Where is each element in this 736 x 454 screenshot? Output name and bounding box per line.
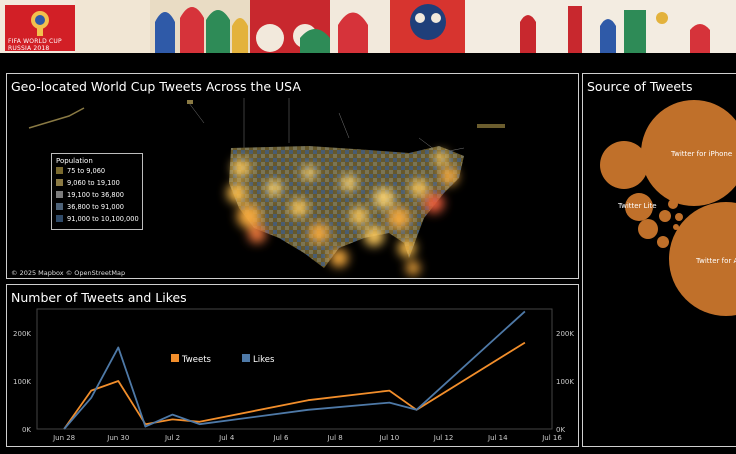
y-tick-label-right: 0K — [556, 426, 565, 434]
logo-line-2: RUSSIA 2018 — [8, 45, 50, 52]
y-tick-label-right: 100K — [556, 378, 574, 386]
bubble-small[interactable] — [673, 224, 679, 230]
legend-label: 36,800 to 91,000 — [67, 203, 124, 211]
bubble-label-android: Twitter for A — [695, 257, 736, 265]
banner-artwork — [75, 0, 736, 53]
y-axis-right: 0K 100K 200K — [556, 330, 574, 434]
logo-line-1: FIFA WORLD CUP — [8, 38, 62, 45]
x-tick-label: Jul 10 — [379, 434, 400, 442]
state-borders — [188, 98, 465, 154]
bubble-small[interactable] — [657, 236, 669, 248]
usa-landmass — [229, 146, 464, 268]
map-panel-title: Geo-located World Cup Tweets Across the … — [11, 79, 301, 94]
legend-swatch — [56, 167, 63, 174]
x-tick-label: Jul 14 — [487, 434, 508, 442]
y-tick-label-left: 200K — [13, 330, 31, 338]
y-tick-label-left: 100K — [13, 378, 31, 386]
series-line-likes[interactable] — [63, 310, 526, 430]
chart-legend: Tweets Likes — [171, 354, 275, 365]
legend-label: 91,000 to 10,100,000 — [67, 215, 139, 223]
x-tick-label: Jul 6 — [272, 434, 289, 442]
x-tick-label: Jul 16 — [541, 434, 562, 442]
population-legend: Population 75 to 9,060 9,060 to 19,100 1… — [51, 153, 143, 230]
line-chart-title: Number of Tweets and Likes — [11, 290, 187, 305]
legend-label-tweets: Tweets — [181, 355, 212, 365]
bubble-android[interactable] — [669, 202, 736, 316]
bubble-small[interactable] — [675, 213, 683, 221]
legend-label: 75 to 9,060 — [67, 167, 106, 175]
world-cup-logo: FIFA WORLD CUP RUSSIA 2018 — [5, 5, 75, 52]
x-tick-label: Jul 8 — [327, 434, 343, 442]
legend-label: 19,100 to 36,800 — [67, 191, 124, 199]
bubble-label-lite: Twitter Lite — [617, 202, 657, 210]
x-tick-label: Jul 12 — [433, 434, 454, 442]
source-panel: Source of Tweets Twitter for iPhone Twit… — [582, 73, 736, 447]
legend-item: 9,060 to 19,100 — [56, 179, 120, 188]
bubble-small[interactable] — [659, 210, 671, 222]
y-tick-label-left: 0K — [22, 426, 31, 434]
legend-item: 91,000 to 10,100,000 — [56, 215, 139, 224]
bubble-small[interactable] — [665, 191, 671, 197]
map-attribution[interactable]: © 2025 Mapbox © OpenStreetMap — [11, 269, 126, 277]
series-line-tweets[interactable] — [63, 341, 526, 430]
bubble-label-iphone: Twitter for iPhone — [670, 150, 732, 158]
x-tick-label: Jun 30 — [106, 434, 129, 442]
tweet-heat-layer — [227, 151, 458, 275]
trophy-icon — [31, 11, 49, 36]
legend-swatch — [56, 203, 63, 210]
x-tick-label: Jun 28 — [52, 434, 75, 442]
legend-item: 19,100 to 36,800 — [56, 191, 124, 200]
bubble-iphone[interactable] — [641, 100, 736, 206]
y-tick-label-right: 200K — [556, 330, 574, 338]
usa-heat-map[interactable]: Population 75 to 9,060 9,060 to 19,100 1… — [9, 98, 577, 278]
series-lines — [63, 310, 526, 430]
legend-swatch — [56, 191, 63, 198]
legend-item: 75 to 9,060 — [56, 167, 105, 176]
bubble-other[interactable] — [600, 141, 648, 189]
legend-swatch-tweets — [171, 354, 179, 362]
x-tick-label: Jul 2 — [164, 434, 180, 442]
logo-text: FIFA WORLD CUP RUSSIA 2018 — [8, 38, 62, 52]
legend-swatch — [56, 179, 63, 186]
legend-swatch-likes — [242, 354, 250, 362]
legend-label: 9,060 to 19,100 — [67, 179, 120, 187]
header-banner: FIFA WORLD CUP RUSSIA 2018 — [0, 0, 736, 53]
legend-swatch — [56, 215, 63, 222]
map-canvas — [28, 98, 505, 275]
line-chart-panel: Number of Tweets and Likes 0K 100K 200K 0K… — [6, 284, 579, 447]
x-axis: Jun 28 Jun 30 Jul 2 Jul 4 Jul 6 Jul 8 Jul 10 Ju… — [52, 434, 562, 442]
legend-item: 36,800 to 91,000 — [56, 203, 124, 212]
bubble-lite[interactable] — [625, 193, 653, 221]
x-tick-label: Jul 4 — [218, 434, 235, 442]
y-axis-left: 0K 100K 200K — [13, 330, 31, 434]
legend-label-likes: Likes — [253, 355, 275, 365]
map-panel: Geo-located World Cup Tweets Across the … — [6, 73, 579, 279]
bubble-chart: Twitter for iPhone Twitter Lite Twitter … — [600, 100, 736, 316]
plot-frame — [36, 308, 553, 430]
bubble-small[interactable] — [668, 199, 678, 209]
bubble-small[interactable] — [638, 219, 658, 239]
legend-title: Population — [56, 157, 93, 165]
source-panel-title: Source of Tweets — [587, 79, 693, 94]
